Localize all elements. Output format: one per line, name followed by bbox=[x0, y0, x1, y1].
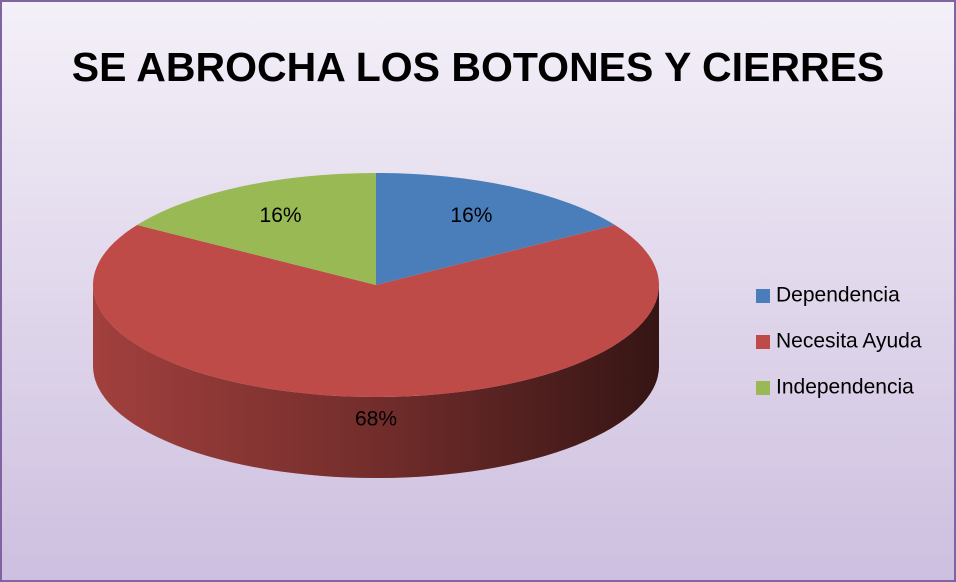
slice bbox=[93, 224, 660, 397]
slice-side-shade bbox=[93, 285, 659, 478]
legend-label: Dependencia bbox=[776, 284, 900, 307]
legend-swatch bbox=[756, 381, 770, 395]
legend-swatch bbox=[756, 335, 770, 349]
legend-swatch bbox=[756, 289, 770, 303]
data-label: 16% bbox=[260, 204, 302, 227]
chart-title: SE ABROCHA LOS BOTONES Y CIERRES bbox=[72, 44, 885, 90]
legend: Dependencia Necesita Ayuda Independencia bbox=[756, 284, 922, 399]
legend-label: Independencia bbox=[776, 376, 914, 399]
slice bbox=[137, 173, 376, 285]
data-label: 16% bbox=[450, 204, 492, 227]
slice bbox=[376, 173, 615, 285]
data-label: 68% bbox=[355, 408, 397, 431]
pie: 16% 68% 16% bbox=[93, 173, 660, 478]
legend-label: Necesita Ayuda bbox=[776, 330, 922, 353]
